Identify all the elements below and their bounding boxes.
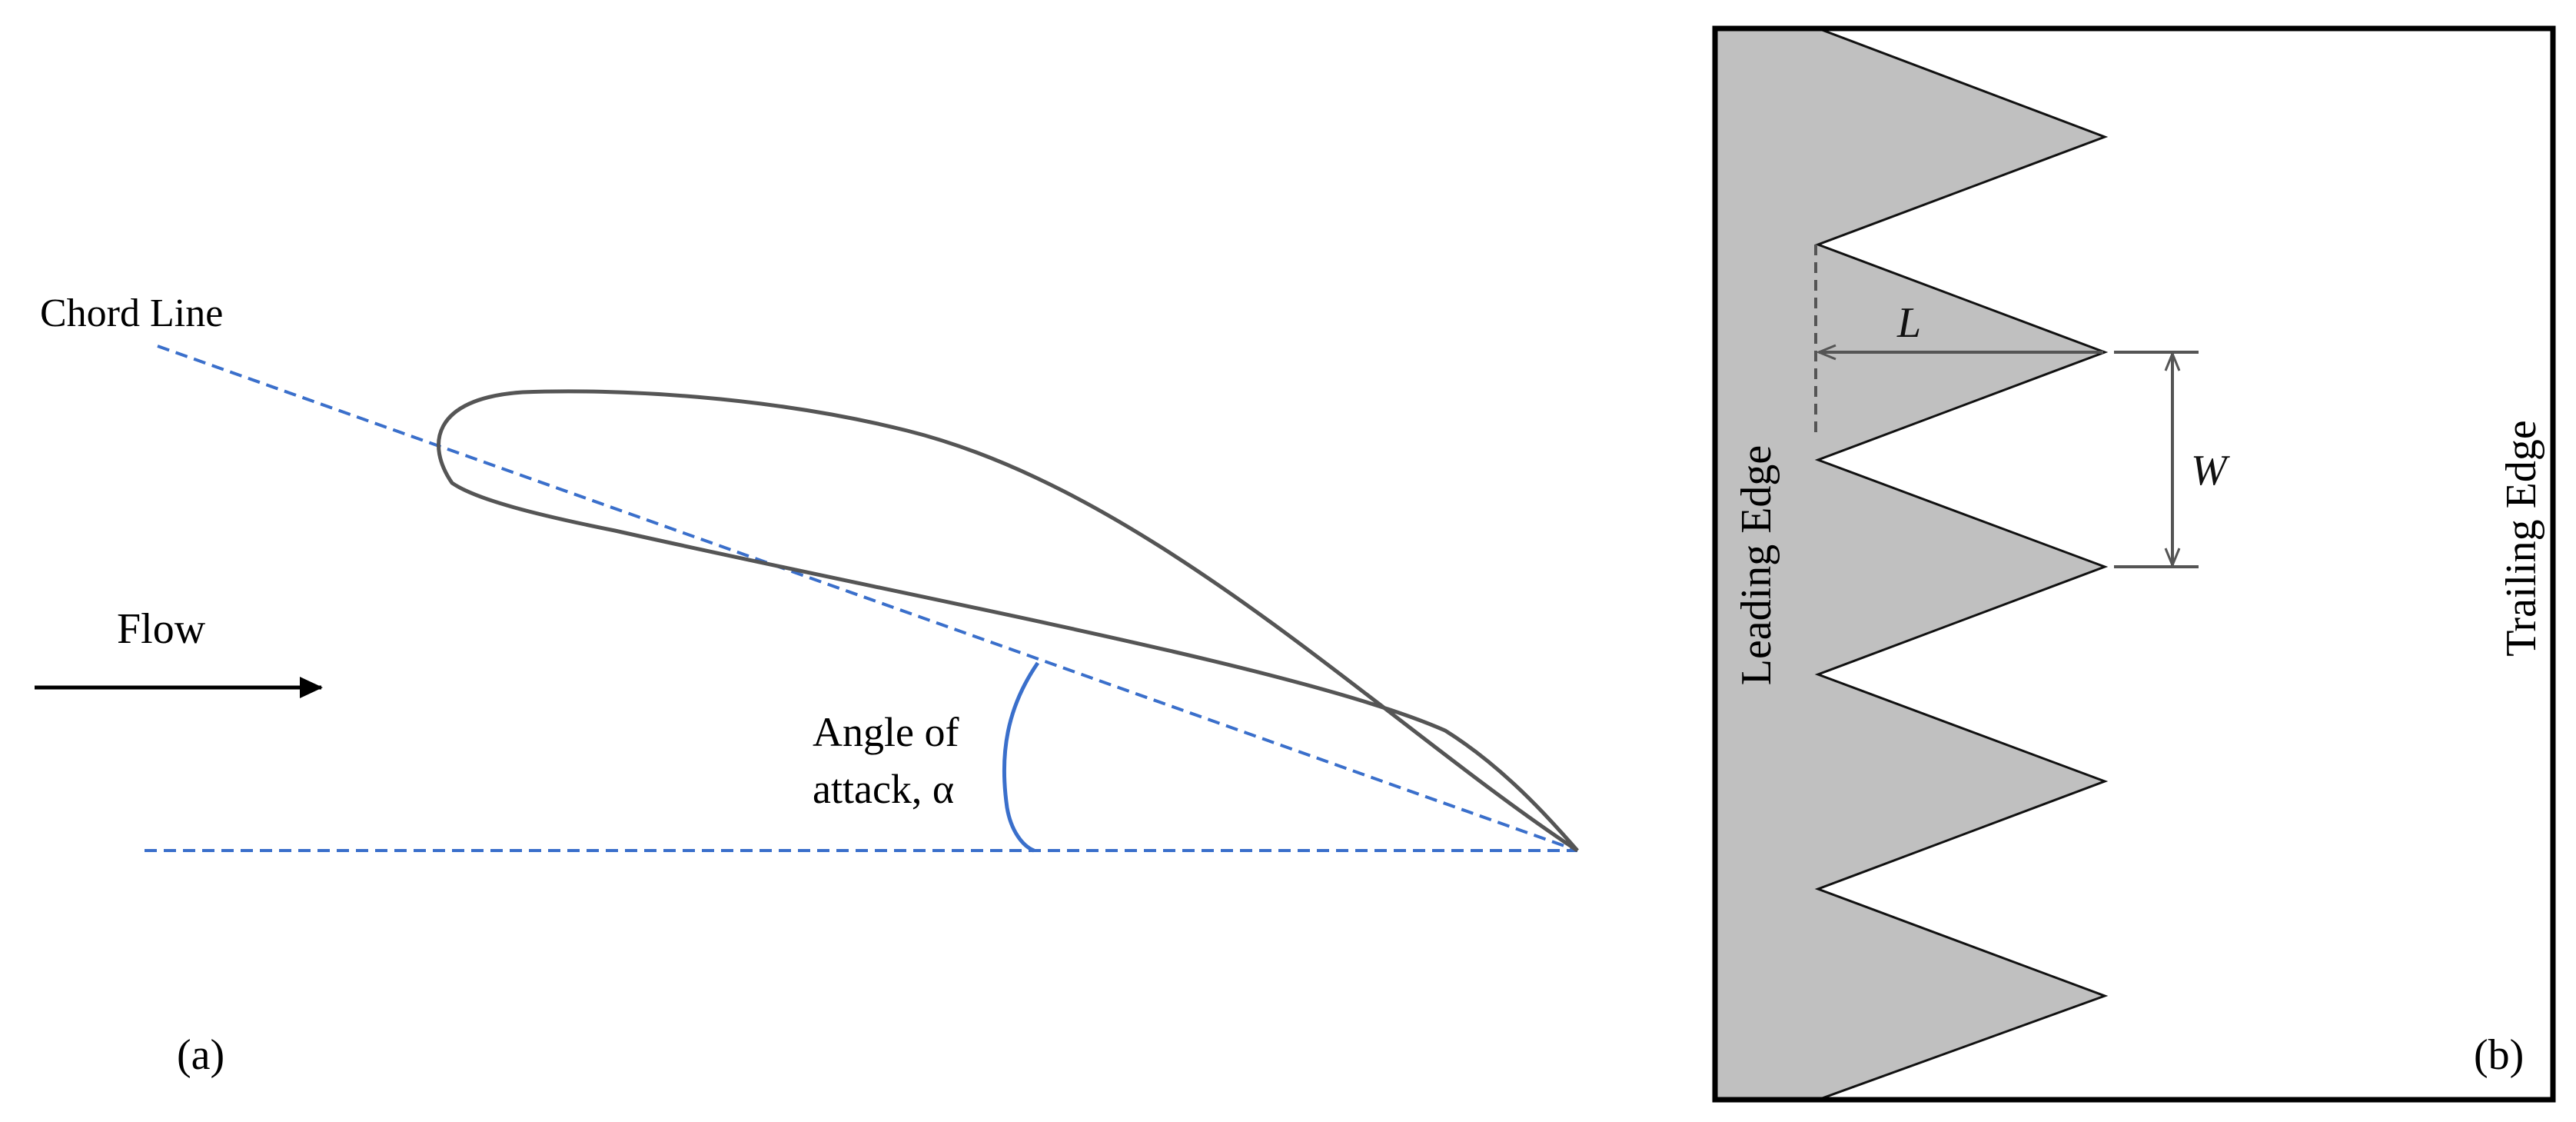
length-label: L — [1896, 299, 1921, 347]
angle-of-attack-arc — [1002, 661, 1040, 853]
panel-b-frame — [1712, 25, 2556, 1103]
serration-region — [1715, 28, 2105, 1100]
angle-of-attack-label-line1: Angle of — [813, 709, 959, 755]
panel-a: Chord Line Flow Angle of attack, α (a) — [35, 291, 1579, 1079]
panel-b: L W Leading Edge Trailing Edge (b) — [1712, 25, 2556, 1103]
chord-line-label: Chord Line — [40, 291, 223, 335]
angle-of-attack-label-line2: attack, α — [813, 766, 954, 812]
leading-edge-label: Leading Edge — [1733, 445, 1780, 686]
panel-a-label: (a) — [177, 1031, 224, 1079]
flow-label: Flow — [117, 605, 206, 653]
flow-arrow-head — [300, 677, 323, 698]
trailing-edge-label: Trailing Edge — [2498, 420, 2545, 656]
serration-edge — [1814, 27, 2109, 1101]
panel-b-label: (b) — [2474, 1031, 2524, 1079]
width-label: W — [2191, 447, 2230, 494]
chord-line — [157, 345, 1578, 852]
airfoil-outline — [437, 389, 1579, 853]
